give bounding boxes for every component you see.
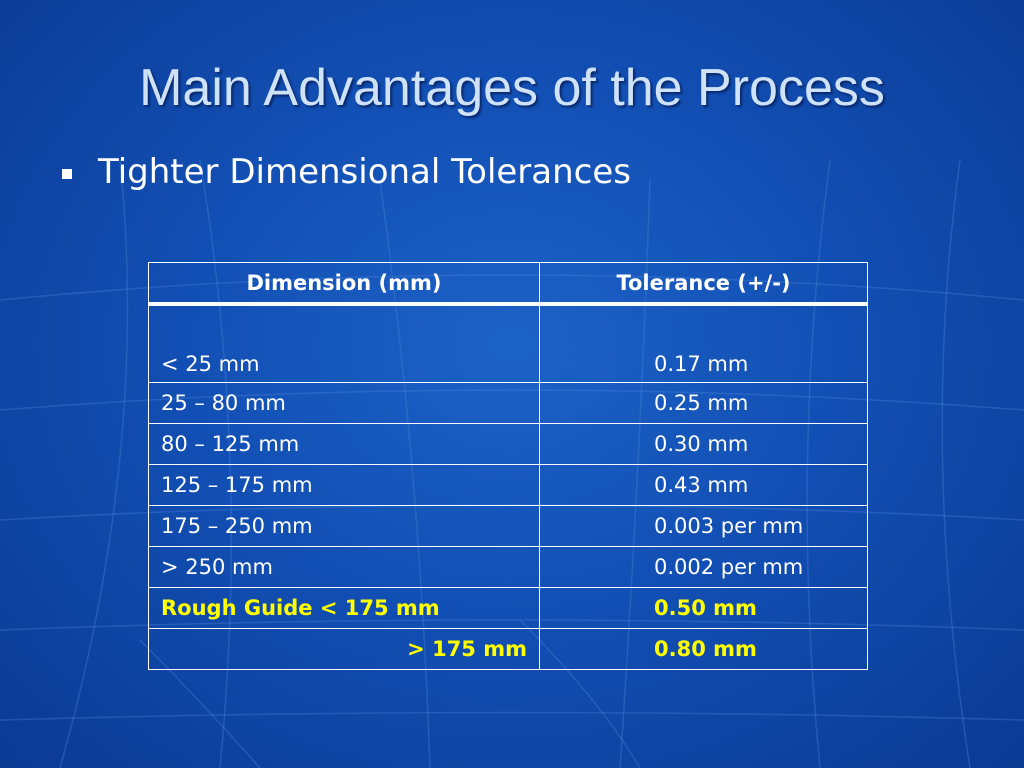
table-header-row: Dimension (mm) Tolerance (+/-) [148, 262, 868, 306]
cell-dimension: 25 – 80 mm [148, 382, 540, 424]
header-dimension: Dimension (mm) [148, 262, 540, 306]
tolerance-table: Dimension (mm) Tolerance (+/-) < 25 mm 0… [148, 262, 868, 670]
cell-tolerance: 0.17 mm [539, 303, 868, 383]
cell-dimension: 175 – 250 mm [148, 505, 540, 547]
table-row-rough-guide: Rough Guide < 175 mm 0.50 mm [148, 587, 868, 629]
table-row: < 25 mm 0.17 mm [148, 303, 868, 383]
cell-tolerance: 0.003 per mm [539, 505, 868, 547]
slide-title: Main Advantages of the Process [139, 59, 885, 117]
cell-dimension: > 175 mm [148, 628, 540, 670]
table-row: 125 – 175 mm 0.43 mm [148, 464, 868, 506]
table-row: 80 – 125 mm 0.30 mm [148, 423, 868, 465]
table-row: 25 – 80 mm 0.25 mm [148, 382, 868, 424]
cell-tolerance: 0.50 mm [539, 587, 868, 629]
table-row: 175 – 250 mm 0.003 per mm [148, 505, 868, 547]
cell-tolerance: 0.30 mm [539, 423, 868, 465]
cell-tolerance: 0.80 mm [539, 628, 868, 670]
cell-dimension: 80 – 125 mm [148, 423, 540, 465]
table-row: > 250 mm 0.002 per mm [148, 546, 868, 588]
cell-dimension: > 250 mm [148, 546, 540, 588]
bullet-item: Tighter Dimensional Tolerances [62, 150, 631, 194]
cell-tolerance: 0.002 per mm [539, 546, 868, 588]
bullet-text: Tighter Dimensional Tolerances [98, 152, 631, 192]
cell-dimension: 125 – 175 mm [148, 464, 540, 506]
header-tolerance: Tolerance (+/-) [539, 262, 868, 306]
cell-dimension: Rough Guide < 175 mm [148, 587, 540, 629]
table-row-rough-guide: > 175 mm 0.80 mm [148, 628, 868, 670]
square-bullet-icon [62, 169, 72, 179]
cell-dimension: < 25 mm [148, 303, 540, 383]
cell-tolerance: 0.25 mm [539, 382, 868, 424]
cell-tolerance: 0.43 mm [539, 464, 868, 506]
